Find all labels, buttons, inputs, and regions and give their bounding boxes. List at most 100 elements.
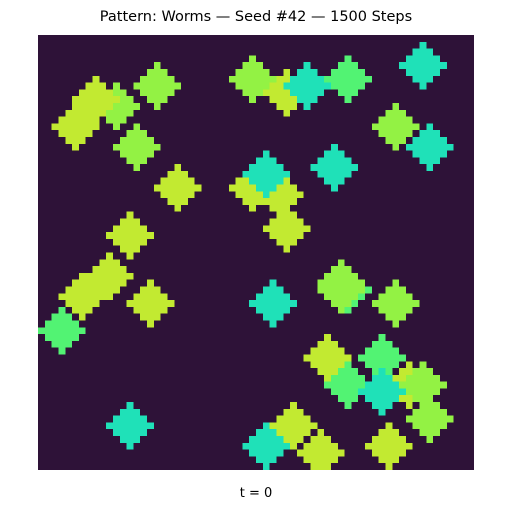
cell-row bbox=[405, 143, 454, 151]
cell-row bbox=[344, 402, 352, 409]
cell-row bbox=[419, 402, 440, 409]
cell-blob bbox=[283, 62, 331, 110]
cell-row bbox=[337, 89, 359, 97]
cell-row bbox=[290, 442, 297, 450]
cell-row bbox=[405, 361, 413, 369]
cell-row bbox=[276, 429, 311, 437]
cell-row bbox=[58, 306, 66, 314]
cell-row bbox=[242, 198, 263, 205]
cell-row bbox=[283, 109, 291, 117]
cell-row bbox=[262, 150, 270, 158]
cell-row bbox=[133, 82, 182, 90]
cell-row bbox=[296, 68, 318, 76]
cell-blob bbox=[269, 402, 318, 450]
cell-row bbox=[256, 184, 277, 192]
cell-row bbox=[249, 164, 284, 171]
cell-row bbox=[324, 374, 331, 382]
cell-row bbox=[242, 89, 263, 97]
cell-row bbox=[249, 204, 256, 212]
cell-row bbox=[330, 374, 365, 382]
cell-row bbox=[119, 218, 141, 226]
cell-row bbox=[256, 456, 277, 464]
cell-row bbox=[235, 82, 270, 90]
cell-row bbox=[330, 388, 365, 396]
cell-row bbox=[262, 89, 311, 97]
cell-blob bbox=[38, 306, 86, 355]
cell-row bbox=[337, 266, 345, 273]
cell-row bbox=[426, 436, 434, 443]
cell-row bbox=[269, 218, 304, 226]
cell-row bbox=[330, 82, 365, 90]
cell-row bbox=[378, 334, 386, 341]
cell-row bbox=[262, 313, 284, 321]
cell-row bbox=[276, 415, 311, 423]
cell-row bbox=[249, 55, 256, 63]
cell-row bbox=[283, 436, 304, 443]
cell-blob bbox=[365, 422, 413, 470]
cell-row bbox=[160, 191, 195, 199]
cell-row bbox=[72, 306, 93, 314]
cell-row bbox=[412, 422, 447, 430]
cell-row bbox=[317, 286, 365, 294]
cell-row bbox=[167, 198, 188, 205]
cell-row bbox=[405, 68, 440, 76]
cell-row bbox=[365, 361, 400, 369]
cell-row bbox=[337, 306, 345, 314]
blob-layer bbox=[38, 41, 454, 470]
cell-row bbox=[78, 89, 113, 97]
cell-row bbox=[330, 300, 352, 307]
cell-blob bbox=[242, 150, 291, 199]
cell-row bbox=[330, 272, 352, 280]
cell-row bbox=[147, 279, 154, 287]
cell-row bbox=[330, 143, 338, 151]
cell-row bbox=[317, 170, 352, 178]
cell-row bbox=[412, 395, 434, 403]
cell-blob bbox=[153, 164, 202, 212]
cell-blob bbox=[405, 395, 454, 443]
cell-row bbox=[303, 62, 311, 69]
cell-blob bbox=[126, 279, 175, 328]
cell-row bbox=[242, 442, 291, 450]
cell-row bbox=[133, 306, 168, 314]
pattern-grid bbox=[38, 35, 474, 470]
cell-blob bbox=[249, 279, 297, 328]
cell-row bbox=[344, 306, 352, 314]
cell-row bbox=[371, 436, 406, 443]
cell-row bbox=[112, 225, 147, 233]
pattern-grid-canvas bbox=[38, 35, 474, 470]
cell-row bbox=[276, 102, 297, 110]
cell-row bbox=[378, 130, 413, 137]
cell-row bbox=[106, 89, 127, 97]
cell-row bbox=[412, 136, 447, 144]
cell-row bbox=[296, 449, 345, 457]
cell-row bbox=[78, 272, 86, 280]
cell-row bbox=[385, 422, 393, 430]
cell-row bbox=[269, 279, 277, 287]
cell-row bbox=[119, 245, 141, 253]
cell-row bbox=[174, 204, 182, 212]
cell-row bbox=[119, 150, 154, 158]
cell-row bbox=[72, 279, 93, 287]
cell-row bbox=[310, 463, 331, 470]
cell-row bbox=[324, 75, 372, 83]
cell-row bbox=[133, 293, 168, 301]
cell-row bbox=[235, 191, 270, 199]
cell-row bbox=[337, 62, 359, 69]
cell-row bbox=[371, 374, 393, 382]
cell-row bbox=[44, 334, 79, 341]
cell-row bbox=[65, 136, 86, 144]
time-caption: t = 0 bbox=[239, 486, 273, 501]
cell-blob bbox=[303, 334, 352, 382]
cell-row bbox=[228, 75, 277, 83]
cell-row bbox=[112, 429, 147, 437]
cell-row bbox=[65, 300, 100, 307]
cell-row bbox=[112, 415, 147, 423]
cell-row bbox=[147, 320, 154, 328]
cell-row bbox=[249, 300, 297, 307]
cell-row bbox=[92, 116, 100, 124]
cell-blob bbox=[324, 361, 372, 409]
cell-row bbox=[249, 436, 284, 443]
cell-row bbox=[58, 116, 93, 124]
cell-blob bbox=[405, 123, 454, 171]
cell-row bbox=[330, 68, 365, 76]
